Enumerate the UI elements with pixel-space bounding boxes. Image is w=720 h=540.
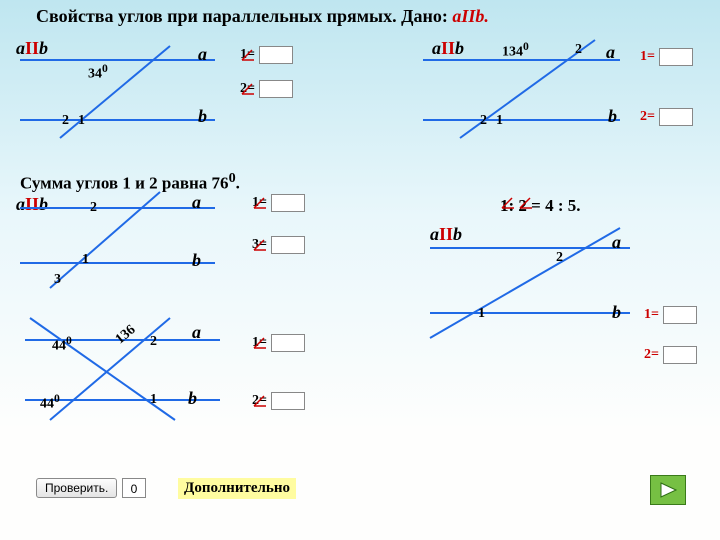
d2-a: a bbox=[606, 42, 615, 63]
d1-ans2-input[interactable] bbox=[259, 80, 293, 98]
d1-deg34: 340 bbox=[88, 62, 108, 83]
page-title: Свойства углов при параллельных прямых. … bbox=[36, 6, 489, 27]
d4-ans1: 1= bbox=[644, 306, 697, 324]
d1-n2: 2 bbox=[62, 113, 69, 129]
d2-n1: 1 bbox=[496, 113, 503, 129]
d4-n1: 1 bbox=[478, 306, 485, 322]
d3-n3: 3 bbox=[54, 272, 61, 288]
d1-svg bbox=[20, 38, 240, 148]
d2-ans1: 1= bbox=[640, 48, 693, 66]
d3-ans1-input[interactable] bbox=[271, 194, 305, 212]
d3-ans3: 3= bbox=[252, 236, 305, 254]
d4-svg bbox=[420, 218, 640, 348]
d2-ans1-label: 1= bbox=[640, 49, 655, 65]
d4-b: b bbox=[612, 302, 621, 323]
d2-n2t: 2 bbox=[575, 42, 582, 58]
d5-ans1: 1= bbox=[252, 334, 305, 352]
d4-n2: 2 bbox=[556, 250, 563, 266]
d2-ans1-input[interactable] bbox=[659, 48, 693, 66]
d2-b: b bbox=[608, 106, 617, 127]
d3-b: b bbox=[192, 250, 201, 271]
d5-ans1-input[interactable] bbox=[271, 334, 305, 352]
d1-ans1: 1= bbox=[240, 46, 293, 64]
d3-ans1: 1= bbox=[252, 194, 305, 212]
d3-a: a bbox=[192, 192, 201, 213]
d1-ans2: 2= bbox=[240, 80, 293, 98]
d1-b: b bbox=[198, 106, 207, 127]
d1-n1: 1 bbox=[78, 113, 85, 129]
d5-deg44a: 440 bbox=[52, 334, 72, 355]
ratio: 1: 2 = 4 : 5. bbox=[500, 196, 581, 216]
d5-ans2-input[interactable] bbox=[271, 392, 305, 410]
d3-n2: 2 bbox=[90, 200, 97, 216]
d2-deg134: 1340 bbox=[502, 40, 529, 61]
counter-box: 0 bbox=[122, 478, 146, 498]
d3-ans3-input[interactable] bbox=[271, 236, 305, 254]
d3-svg bbox=[20, 188, 240, 298]
play-icon bbox=[658, 481, 678, 499]
title-text: Свойства углов при параллельных прямых. … bbox=[36, 6, 452, 26]
d4-ans2: 2= bbox=[644, 346, 697, 364]
d5-b: b bbox=[188, 388, 197, 409]
d5-n1: 1 bbox=[150, 392, 157, 408]
extra-link[interactable]: Дополнительно bbox=[178, 478, 296, 499]
d4-ans1-input[interactable] bbox=[663, 306, 697, 324]
d5-ans2: 2= bbox=[252, 392, 305, 410]
d5-a: a bbox=[192, 322, 201, 343]
d5-n2: 2 bbox=[150, 334, 157, 350]
d4-ans2-label: 2= bbox=[644, 347, 659, 363]
title-allb: aIIb. bbox=[452, 6, 489, 26]
d1-a: a bbox=[198, 44, 207, 65]
d2-ans2-input[interactable] bbox=[659, 108, 693, 126]
next-button[interactable] bbox=[650, 475, 686, 505]
d1-ans1-input[interactable] bbox=[259, 46, 293, 64]
d3-n1: 1 bbox=[82, 252, 89, 268]
d2-ans2: 2= bbox=[640, 108, 693, 126]
d4-ans1-label: 1= bbox=[644, 307, 659, 323]
d4-ans2-input[interactable] bbox=[663, 346, 697, 364]
d4-a: a bbox=[612, 232, 621, 253]
d2-ans2-label: 2= bbox=[640, 109, 655, 125]
d2-n2: 2 bbox=[480, 113, 487, 129]
check-button[interactable]: Проверить. bbox=[36, 478, 117, 498]
d5-deg44b: 440 bbox=[40, 392, 60, 413]
